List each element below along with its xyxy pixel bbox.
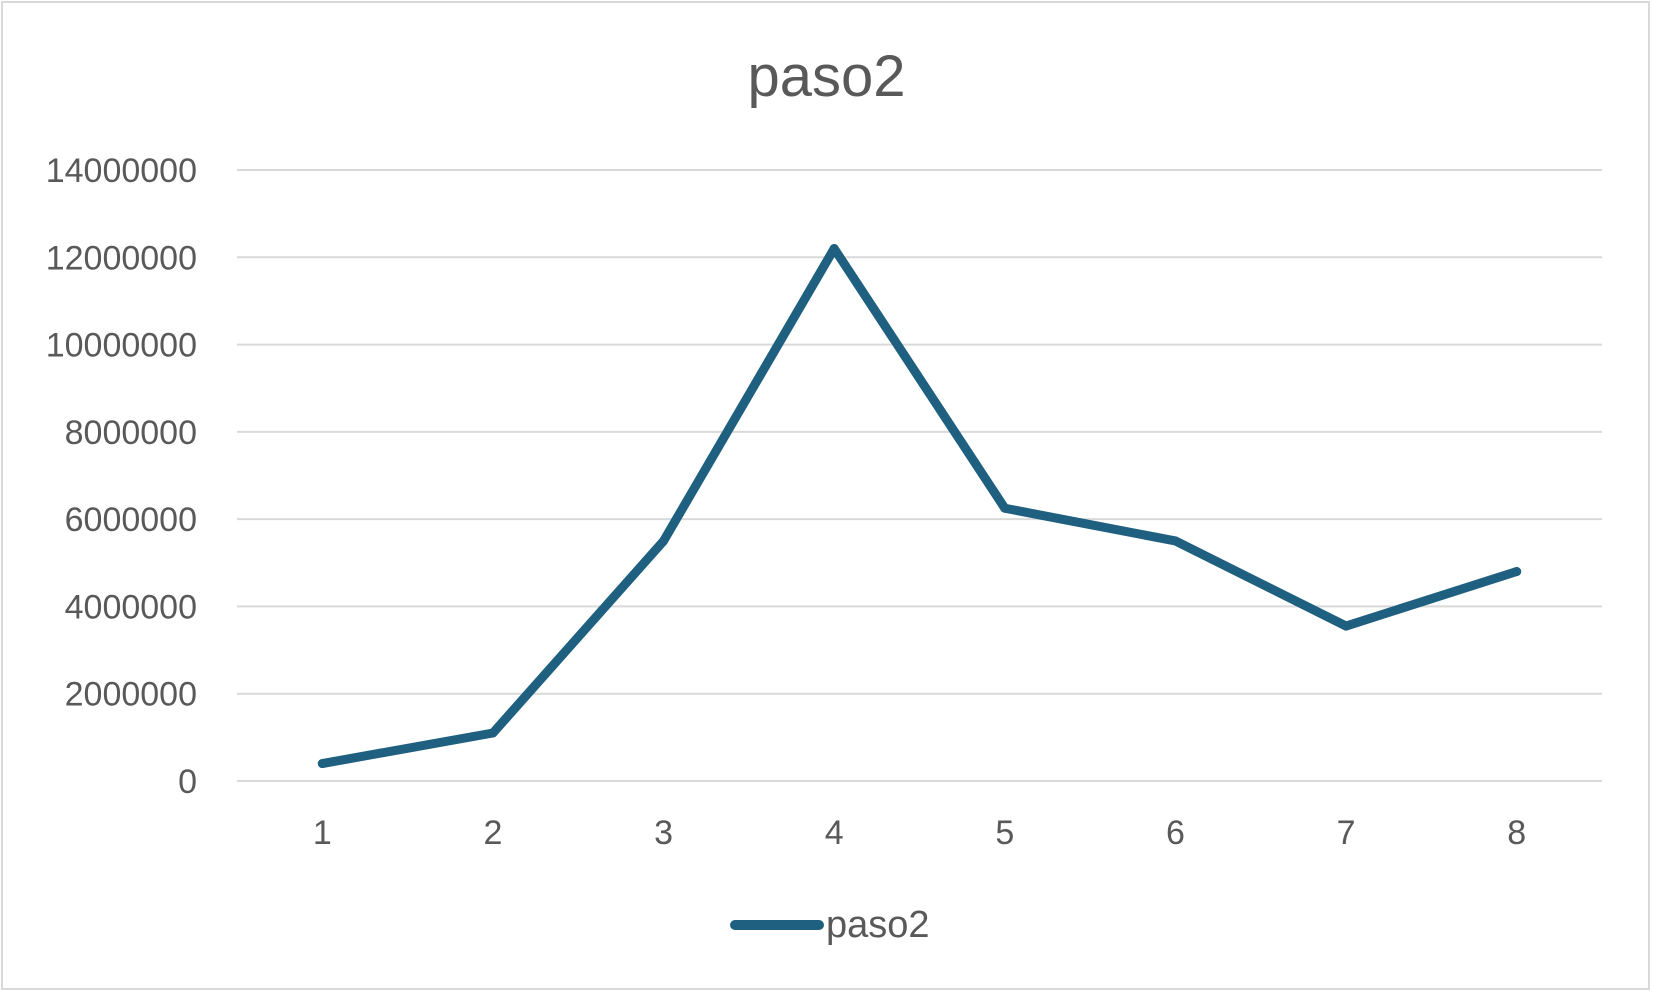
y-tick-label: 6000000 [65, 501, 197, 539]
y-tick-label: 4000000 [65, 588, 197, 626]
data-point [317, 759, 327, 769]
data-point [829, 244, 839, 254]
y-tick-label: 12000000 [46, 239, 197, 277]
x-axis-labels: 1 2 3 4 5 6 7 8 [313, 814, 1526, 852]
y-tick-label: 0 [178, 763, 197, 801]
series-line-paso2 [317, 244, 1522, 769]
data-point [1512, 567, 1522, 577]
data-point [1000, 503, 1010, 513]
legend-swatch-paso2 [730, 920, 824, 930]
data-point [1341, 621, 1351, 631]
x-tick-label: 4 [825, 814, 844, 852]
y-axis-labels: 0 2000000 4000000 6000000 8000000 10000000 120… [46, 152, 197, 801]
x-tick-label: 6 [1166, 814, 1185, 852]
x-tick-label: 5 [995, 814, 1014, 852]
x-tick-label: 2 [483, 814, 502, 852]
x-tick-label: 8 [1507, 814, 1526, 852]
x-tick-label: 3 [654, 814, 673, 852]
data-point [488, 728, 498, 738]
data-point [659, 536, 669, 546]
gridlines [237, 169, 1602, 782]
y-tick-label: 14000000 [46, 152, 197, 190]
chart-title: paso2 [747, 44, 906, 109]
x-tick-label: 1 [313, 814, 332, 852]
y-tick-label: 2000000 [65, 676, 197, 714]
data-point [1170, 536, 1180, 546]
legend-label: paso2 [826, 903, 930, 946]
y-tick-label: 8000000 [65, 414, 197, 452]
x-tick-label: 7 [1337, 814, 1356, 852]
legend: paso2 [730, 900, 930, 950]
y-tick-label: 10000000 [46, 327, 197, 365]
series-group [317, 244, 1522, 769]
